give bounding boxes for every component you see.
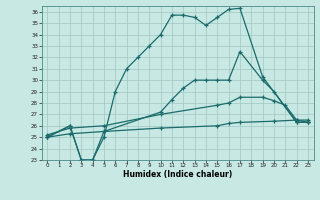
X-axis label: Humidex (Indice chaleur): Humidex (Indice chaleur) bbox=[123, 170, 232, 179]
